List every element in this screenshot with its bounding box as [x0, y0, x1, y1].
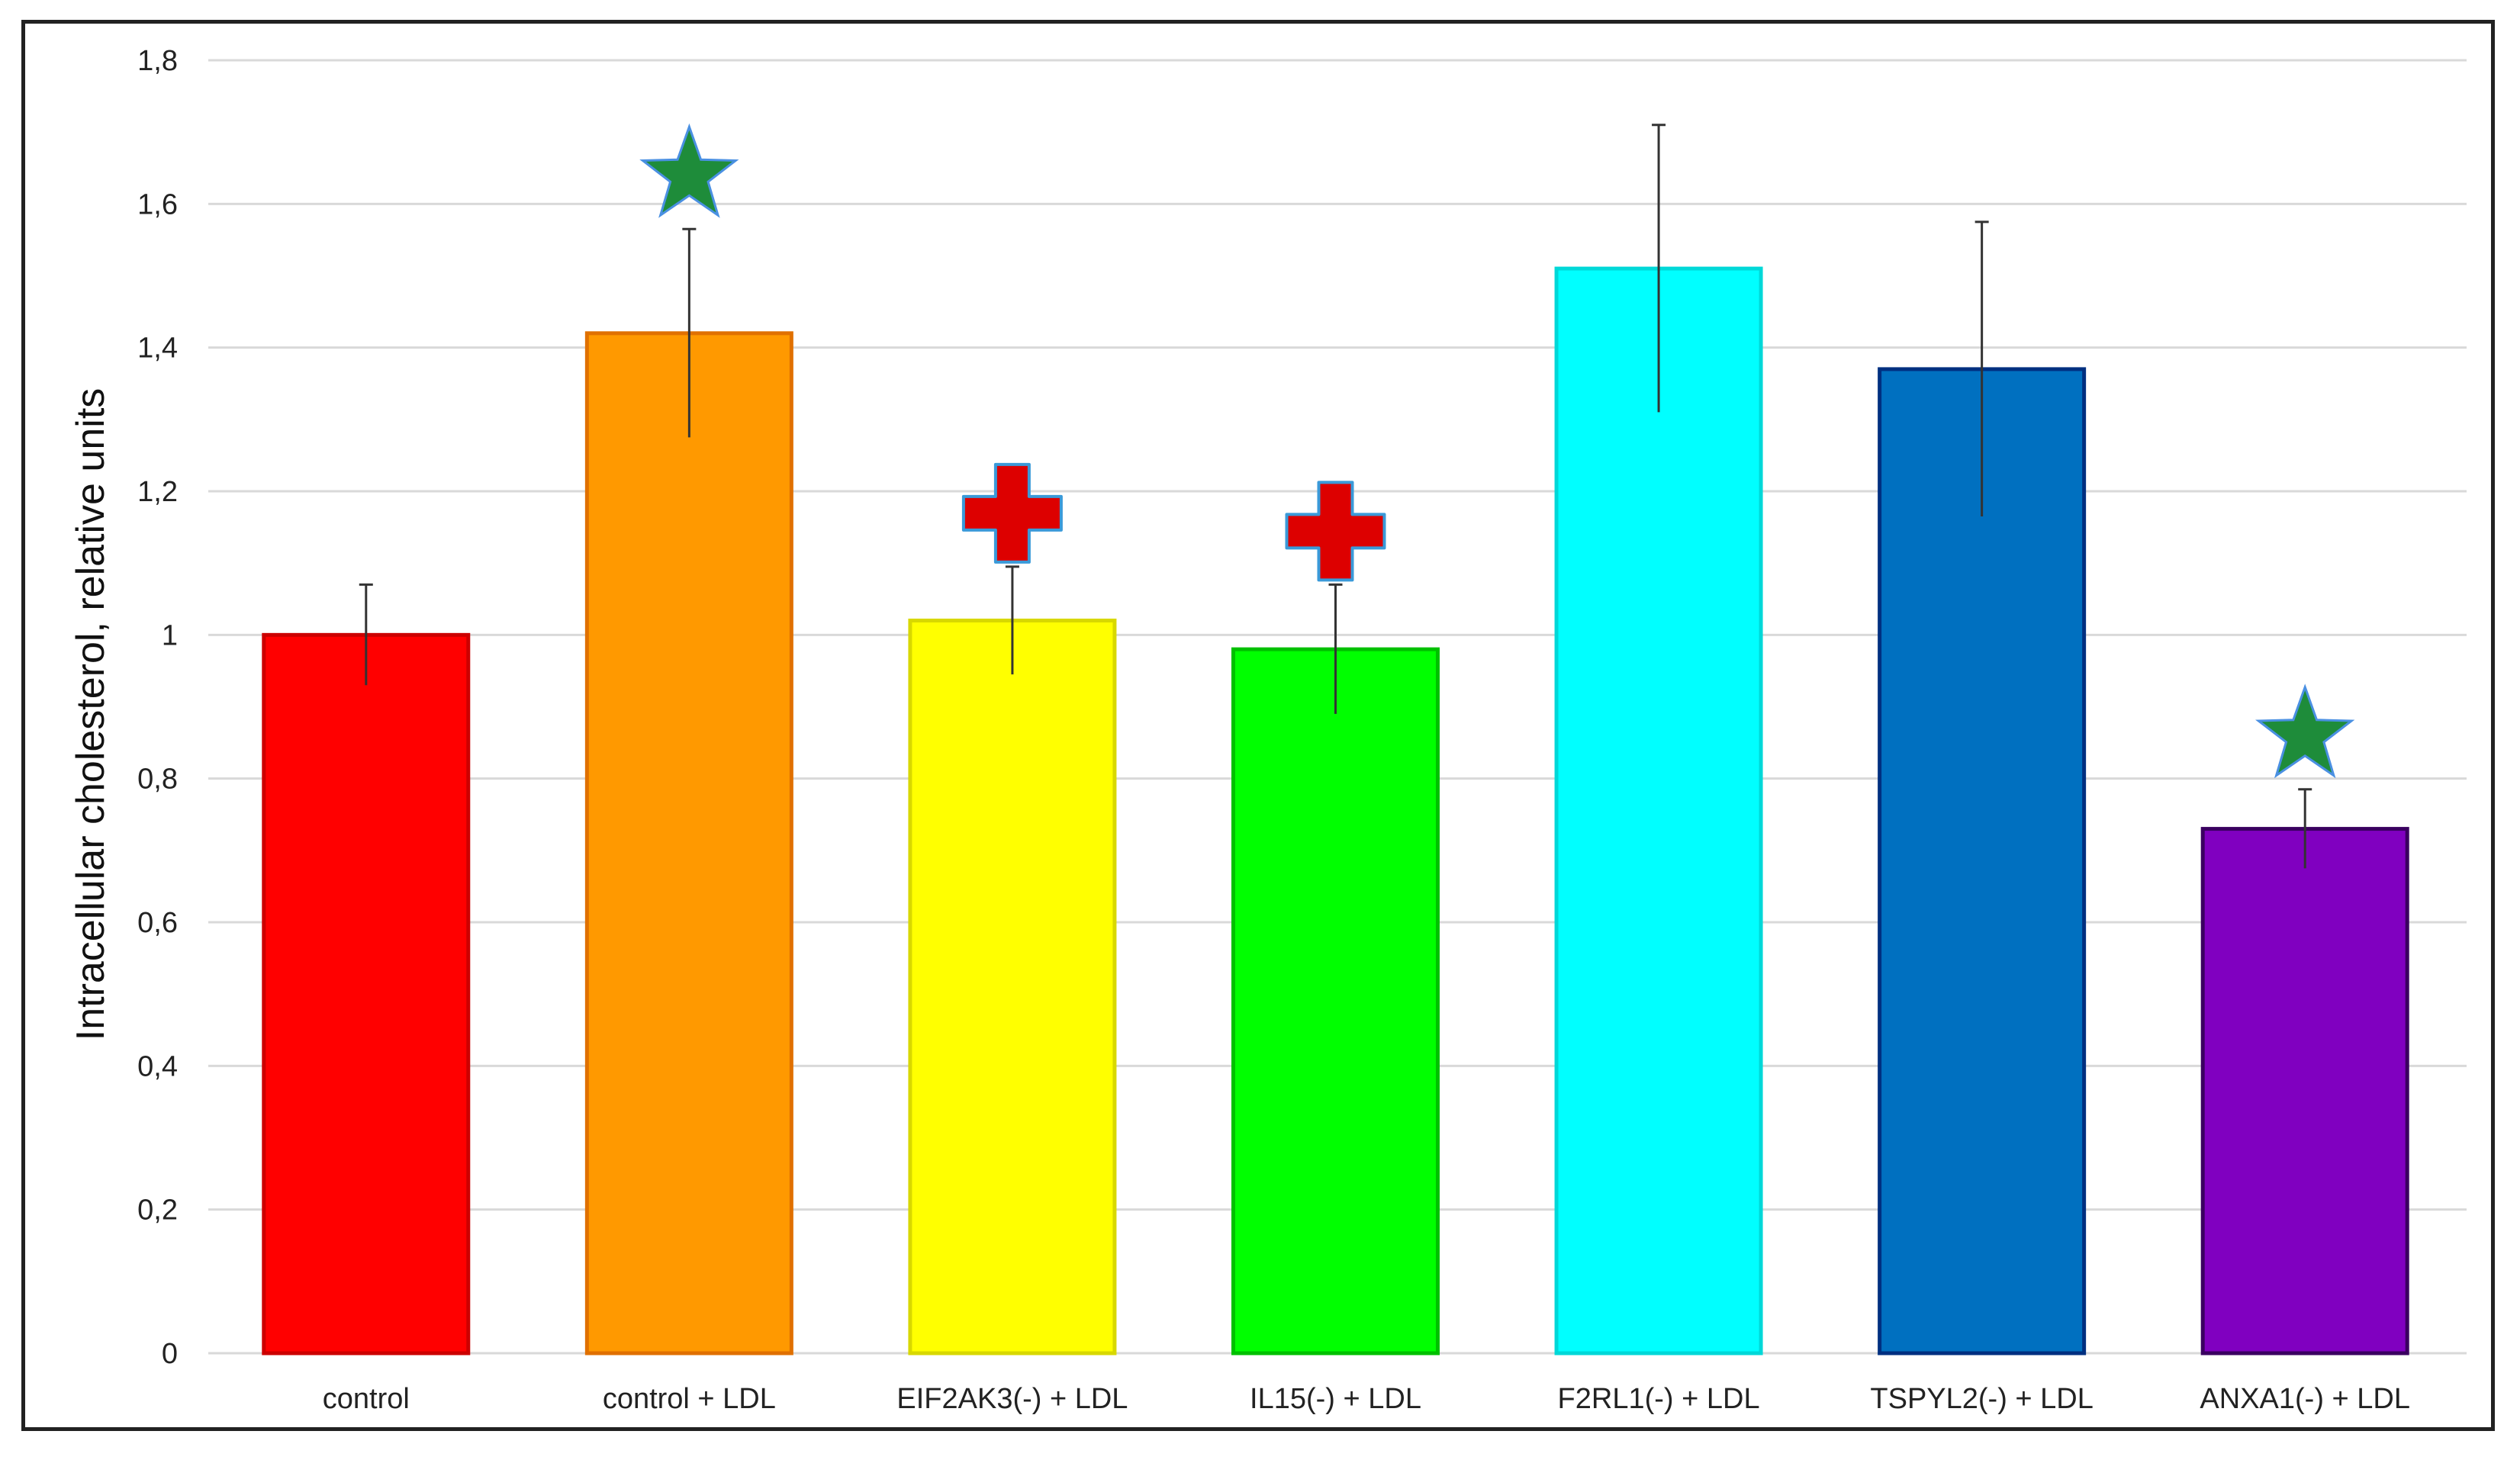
x-category-label: IL15(-) + LDL — [1250, 1383, 1421, 1415]
y-tick-label: 1,8 — [137, 45, 178, 77]
y-tick-label: 1,2 — [137, 476, 178, 508]
bar — [1231, 647, 1440, 1355]
bar — [1878, 367, 2087, 1355]
star-marker-icon — [639, 123, 739, 218]
x-category-label: TSPYL2(-) + LDL — [1870, 1383, 2094, 1415]
significance-markers — [639, 123, 2355, 779]
bar — [908, 619, 1117, 1355]
y-tick-label: 1,4 — [137, 333, 178, 365]
y-tick-label: 1,6 — [137, 188, 178, 220]
bar-chart: 00,20,40,60,811,21,41,61,8 control contro… — [69, 45, 2467, 1415]
y-tick-label: 0,8 — [137, 764, 178, 796]
x-category-label: control — [323, 1383, 410, 1415]
star-marker-icon — [2255, 683, 2355, 779]
x-category-label: EIF2AK3(-) + LDL — [896, 1383, 1128, 1415]
bar — [584, 331, 793, 1355]
bar — [262, 632, 471, 1355]
bars — [262, 266, 2409, 1355]
y-tick-label: 1 — [162, 619, 178, 651]
y-axis-ticks: 0 0,2 0,4 0,6 0,8 1 1,2 1,4 1,6 1,8 — [137, 45, 178, 1370]
cross-marker-icon — [961, 462, 1063, 564]
y-tick-label: 0,4 — [137, 1050, 178, 1082]
x-category-label: ANXA1(-) + LDL — [2200, 1383, 2410, 1415]
cross-marker-icon — [1285, 481, 1386, 582]
y-tick-label: 0,2 — [137, 1195, 178, 1227]
x-category-label: F2RL1(-) + LDL — [1558, 1383, 1760, 1415]
y-tick-label: 0 — [162, 1338, 178, 1370]
x-category-label: control + LDL — [603, 1383, 776, 1415]
y-tick-label: 0,6 — [137, 907, 178, 939]
chart-frame: 0 0,2 0,4 0,6 0,8 1 1,2 1,4 1,6 1,8 control contro… — [21, 20, 2495, 1431]
y-axis-title: Intracellular cholesterol, relative unit… — [69, 388, 113, 1041]
bar — [1554, 266, 1763, 1355]
x-axis-labels: control control + LDL EIF2AK3(-) + LDL IL15… — [323, 1383, 2410, 1415]
bar — [2200, 827, 2409, 1355]
error-bars — [359, 124, 2312, 869]
